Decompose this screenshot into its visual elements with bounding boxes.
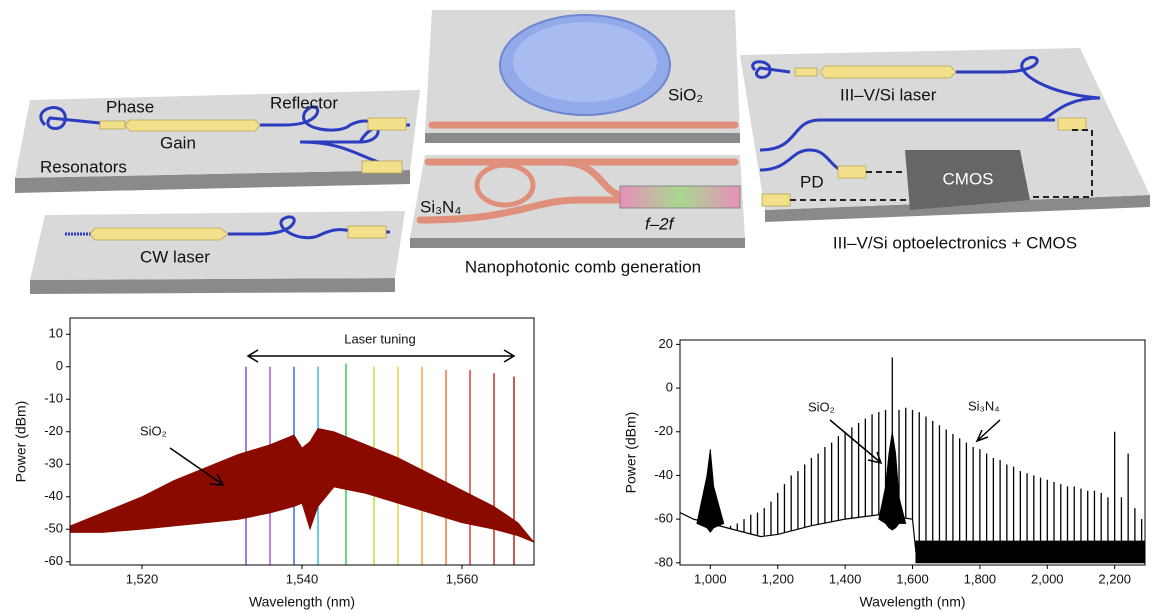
comb-envelope: [878, 431, 907, 531]
comb-envelope: [696, 449, 725, 533]
label: III–V/Si optoelectronics + CMOS: [833, 233, 1077, 252]
label: PD: [800, 172, 824, 191]
electrical-link: [790, 129, 1093, 201]
y-tick-label: -30: [44, 456, 63, 471]
label: Si₃N₄: [420, 197, 461, 216]
label: Nanophotonic comb generation: [465, 257, 701, 276]
arrow: [169, 447, 225, 486]
comb-envelope: [69, 428, 535, 543]
waveguide: [751, 60, 791, 79]
phase-section: [99, 120, 126, 130]
label: III–V/Si laser: [840, 85, 937, 104]
x-tick-label: 1,540: [286, 571, 319, 586]
label: Reflector: [270, 93, 338, 112]
annotation: SiO₂: [808, 399, 835, 414]
x-tick-label: 1,800: [964, 571, 997, 586]
photodiode: [1057, 117, 1087, 131]
gain-section: [124, 119, 261, 132]
diagram: Phase Gain Reflector Resonators CW laser…: [15, 10, 1150, 294]
annotations: Laser tuning SiO₂ SiO₂ Si₃N₄: [140, 331, 1001, 486]
x-tick-label: 1,400: [829, 571, 862, 586]
arrow: [975, 419, 1001, 443]
y-tick-label: -10: [44, 391, 63, 406]
label: f–2f: [645, 214, 676, 233]
y-tick-label: 10: [49, 326, 63, 341]
x-tick-label: 1,600: [896, 571, 929, 586]
slab-side: [425, 133, 740, 143]
photodiode: [761, 193, 791, 207]
y-tick-label: -50: [44, 521, 63, 536]
chart: -60 -50 -40 -30 -20 -10 0 10 1,520 1,540 1,560 Wave…: [13, 317, 535, 610]
phase-section: [794, 67, 818, 77]
chart: -80 -60 -40 -20 0 20 1,000 1,200 1,400 1,600 1,800…: [623, 336, 1146, 610]
slab-side: [30, 278, 395, 294]
y-tick-label: -40: [44, 488, 63, 503]
y-axis-label: Power (dBm): [623, 412, 639, 494]
cmos-chip: [905, 150, 1030, 210]
coupler: [361, 160, 403, 174]
waveguide: [759, 55, 1101, 174]
disk-resonator: [513, 22, 657, 102]
label: Phase: [106, 97, 154, 116]
slab-side: [410, 238, 745, 248]
waveguide: [39, 106, 121, 130]
gain-section: [89, 227, 229, 241]
x-tick-label: 1,560: [446, 571, 479, 586]
annotation: SiO₂: [140, 423, 167, 438]
waveguide: [228, 215, 390, 240]
coupler: [367, 117, 407, 131]
photodiode: [837, 165, 867, 179]
y-tick-label: 0: [666, 379, 673, 394]
y-tick-label: -60: [44, 553, 63, 568]
gain-section: [819, 65, 957, 79]
coupler: [347, 225, 387, 239]
y-tick-label: -40: [654, 467, 673, 482]
x-axis-label: Wavelength (nm): [249, 594, 355, 610]
x-tick-label: 2,200: [1098, 571, 1131, 586]
label: Resonators: [40, 157, 127, 176]
waveguide: [416, 158, 624, 224]
x-axis-label: Wavelength (nm): [859, 594, 965, 610]
y-tick-label: -60: [654, 511, 673, 526]
comb-envelope: [915, 540, 1146, 564]
x-tick-label: 1,200: [761, 571, 794, 586]
slab-side: [765, 195, 1150, 222]
y-axis-label: Power (dBm): [13, 401, 29, 483]
arrow: [829, 419, 883, 465]
slab: [30, 211, 405, 280]
annotation: Laser tuning: [344, 331, 416, 346]
x-tick-label: 1,000: [694, 571, 727, 586]
label: SiO₂: [668, 85, 703, 104]
slab-side: [15, 170, 410, 193]
y-tick-label: -20: [44, 423, 63, 438]
label: Gain: [160, 133, 196, 152]
x-tick-label: 2,000: [1031, 571, 1064, 586]
arrow: [246, 349, 516, 363]
y-tick-label: 0: [56, 358, 63, 373]
label: CMOS: [943, 169, 994, 188]
ring-resonator: [474, 162, 536, 208]
grating: [619, 185, 741, 209]
y-tick-label: -20: [654, 423, 673, 438]
y-tick-label: 20: [659, 336, 673, 351]
y-tick-label: -80: [654, 554, 673, 569]
x-tick-label: 1,520: [126, 571, 159, 586]
annotation: Si₃N₄: [968, 398, 1000, 413]
label: CW laser: [140, 247, 210, 266]
